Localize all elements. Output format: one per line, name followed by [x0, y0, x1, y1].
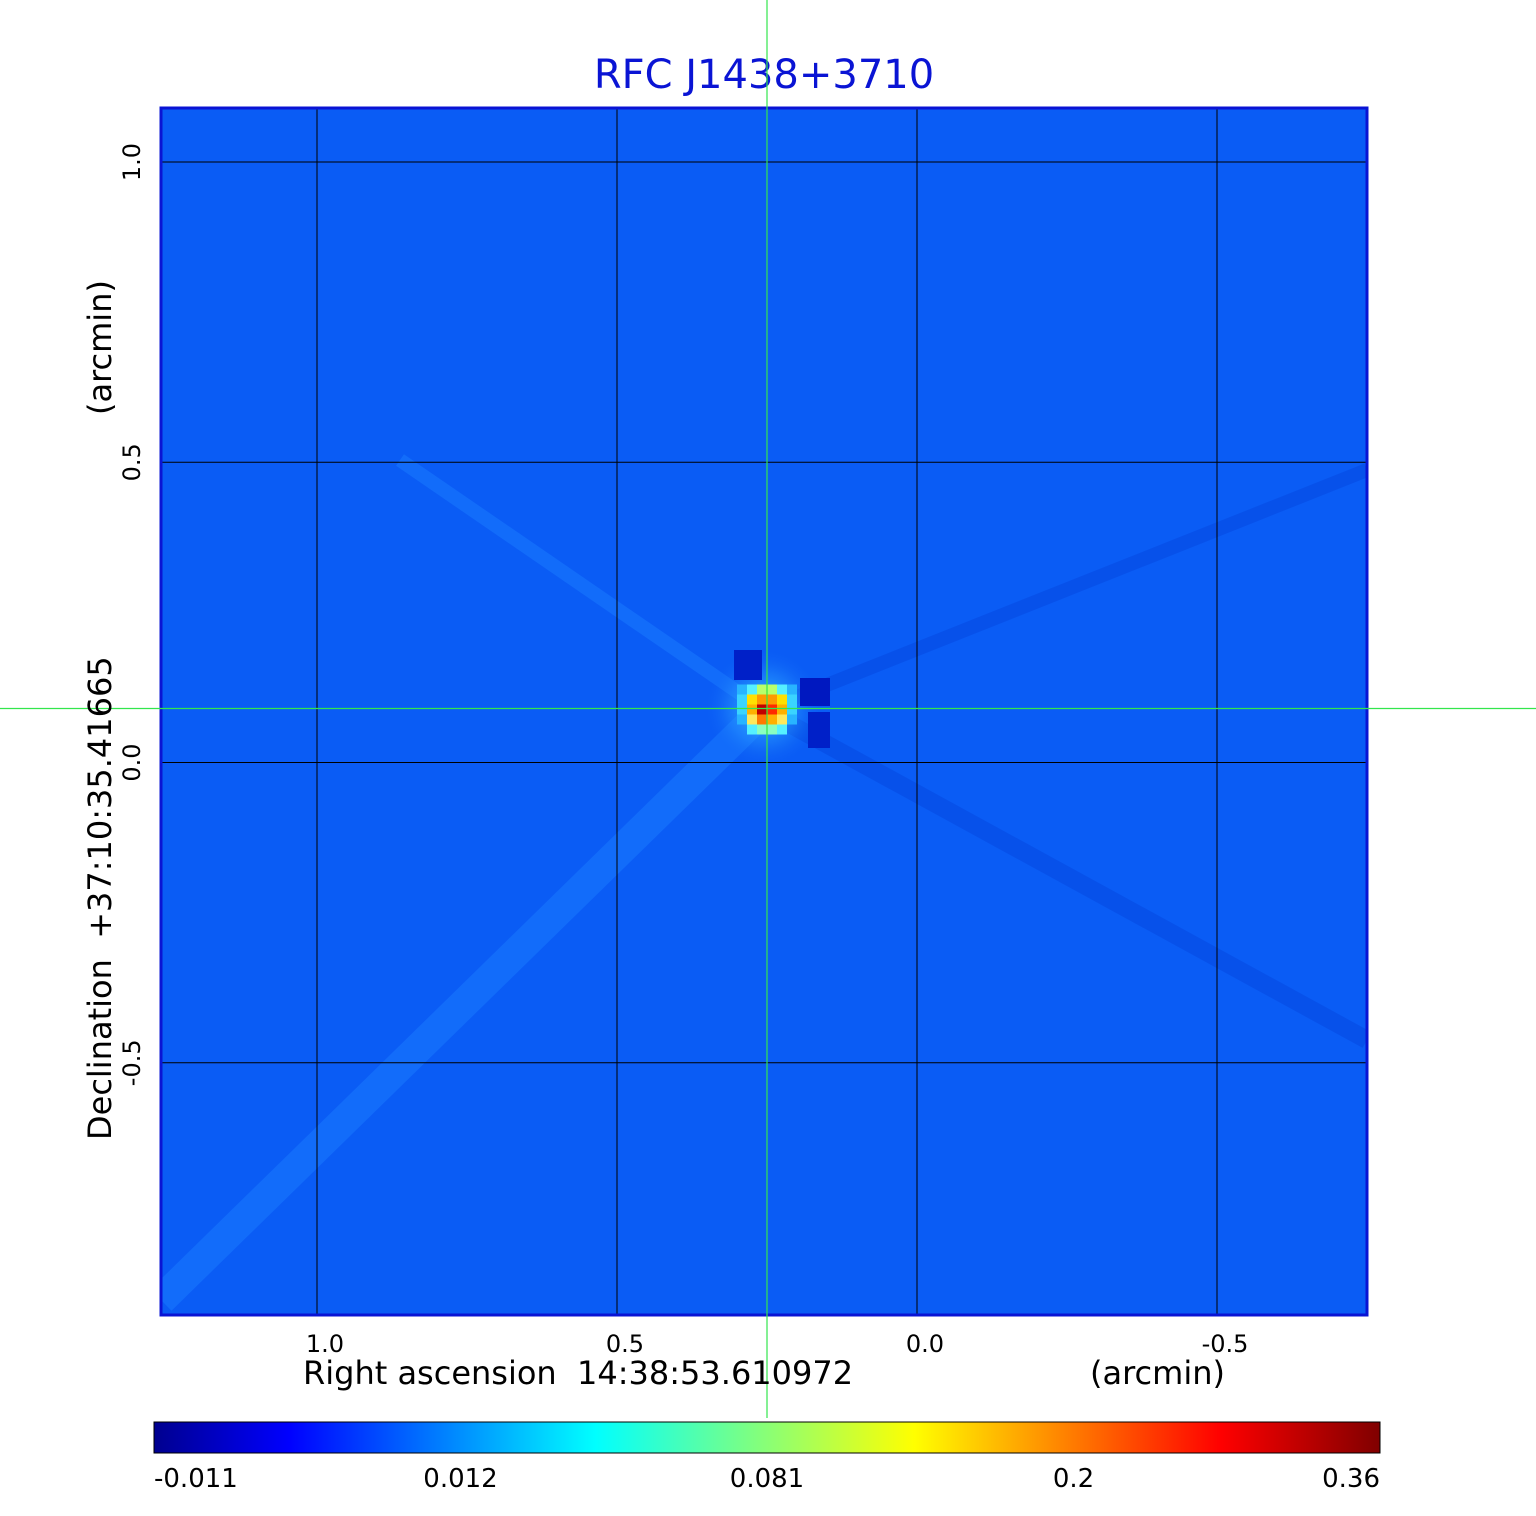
colorbar-tick-label: 0.2 [1053, 1464, 1094, 1494]
source-pixel [757, 694, 767, 705]
colorbar-tick-label: 0.36 [1322, 1464, 1380, 1494]
plot-area [161, 108, 1367, 1315]
negative-lobe [734, 650, 762, 680]
sidelobe-streak [761, 463, 1367, 717]
source-pixel [787, 694, 797, 705]
source-pixel [777, 724, 787, 735]
source-pixel [787, 684, 797, 695]
source-pixel [787, 714, 797, 725]
source-pixel [747, 684, 757, 695]
source-pixel [757, 684, 767, 695]
source-pixel [767, 704, 777, 715]
x-axis-label: Right ascension 14:38:53.610972 [303, 1354, 853, 1392]
y-axis-label: Declination +37:10:35.41665 [81, 656, 119, 1140]
source-pixel [737, 684, 747, 695]
source-pixel [767, 724, 777, 735]
sidelobe-streak [396, 454, 768, 716]
negative-lobe [808, 712, 830, 748]
source-pixels [737, 684, 797, 735]
y-tick-label: 0.5 [118, 443, 146, 481]
x-axis-unit-label: (arcmin) [1090, 1354, 1225, 1392]
source-pixel [737, 694, 747, 705]
colorbar-tick-labels: -0.011 0.012 0.081 0.2 0.36 [154, 1464, 1380, 1494]
x-tick-label: 1.0 [306, 1330, 344, 1358]
y-axis-unit-label: (arcmin) [81, 280, 119, 415]
sidelobe-streak [759, 702, 1367, 1048]
y-tick-label: -0.5 [118, 1039, 146, 1086]
source-pixel [747, 704, 757, 715]
source-pixel [787, 704, 797, 715]
source-pixel [737, 704, 747, 715]
crosshair [0, 0, 1536, 1418]
source-pixel [777, 684, 787, 695]
source-pixel [767, 684, 777, 695]
source-pixel [747, 714, 757, 725]
x-tick-label: 0.5 [606, 1330, 644, 1358]
source-pixel [777, 704, 787, 715]
sidelobe-streak [161, 699, 775, 1311]
plot-frame [159, 106, 1369, 1317]
source-pixel [757, 724, 767, 735]
source-pixel [737, 714, 747, 725]
source-pixel [767, 694, 777, 705]
chart-title: RFC J1438+3710 [594, 52, 934, 98]
colorbar-tick-label: -0.011 [154, 1464, 238, 1494]
source-pixel [777, 714, 787, 725]
y-tick-labels: 1.0 0.5 0.0 -0.5 [118, 143, 146, 1086]
x-tick-label: -0.5 [1202, 1330, 1249, 1358]
source-pixel [757, 714, 767, 725]
sidelobe-streaks [161, 454, 1367, 1311]
x-tick-label: 0.0 [906, 1330, 944, 1358]
y-tick-label: 1.0 [118, 143, 146, 181]
source-pixel [747, 724, 757, 735]
colorbar-tick-label: 0.081 [730, 1464, 804, 1494]
y-tick-label: 0.0 [118, 743, 146, 781]
colorbar [153, 1421, 1381, 1454]
colorbar-tick-label: 0.012 [423, 1464, 497, 1494]
x-tick-labels: 1.0 0.5 0.0 -0.5 [306, 1330, 1249, 1358]
source-pixel [747, 694, 757, 705]
source-pixel [757, 704, 767, 715]
grid-lines [161, 108, 1367, 1315]
source-pixel [767, 714, 777, 725]
negative-lobe [800, 678, 830, 706]
source-pixel [777, 694, 787, 705]
